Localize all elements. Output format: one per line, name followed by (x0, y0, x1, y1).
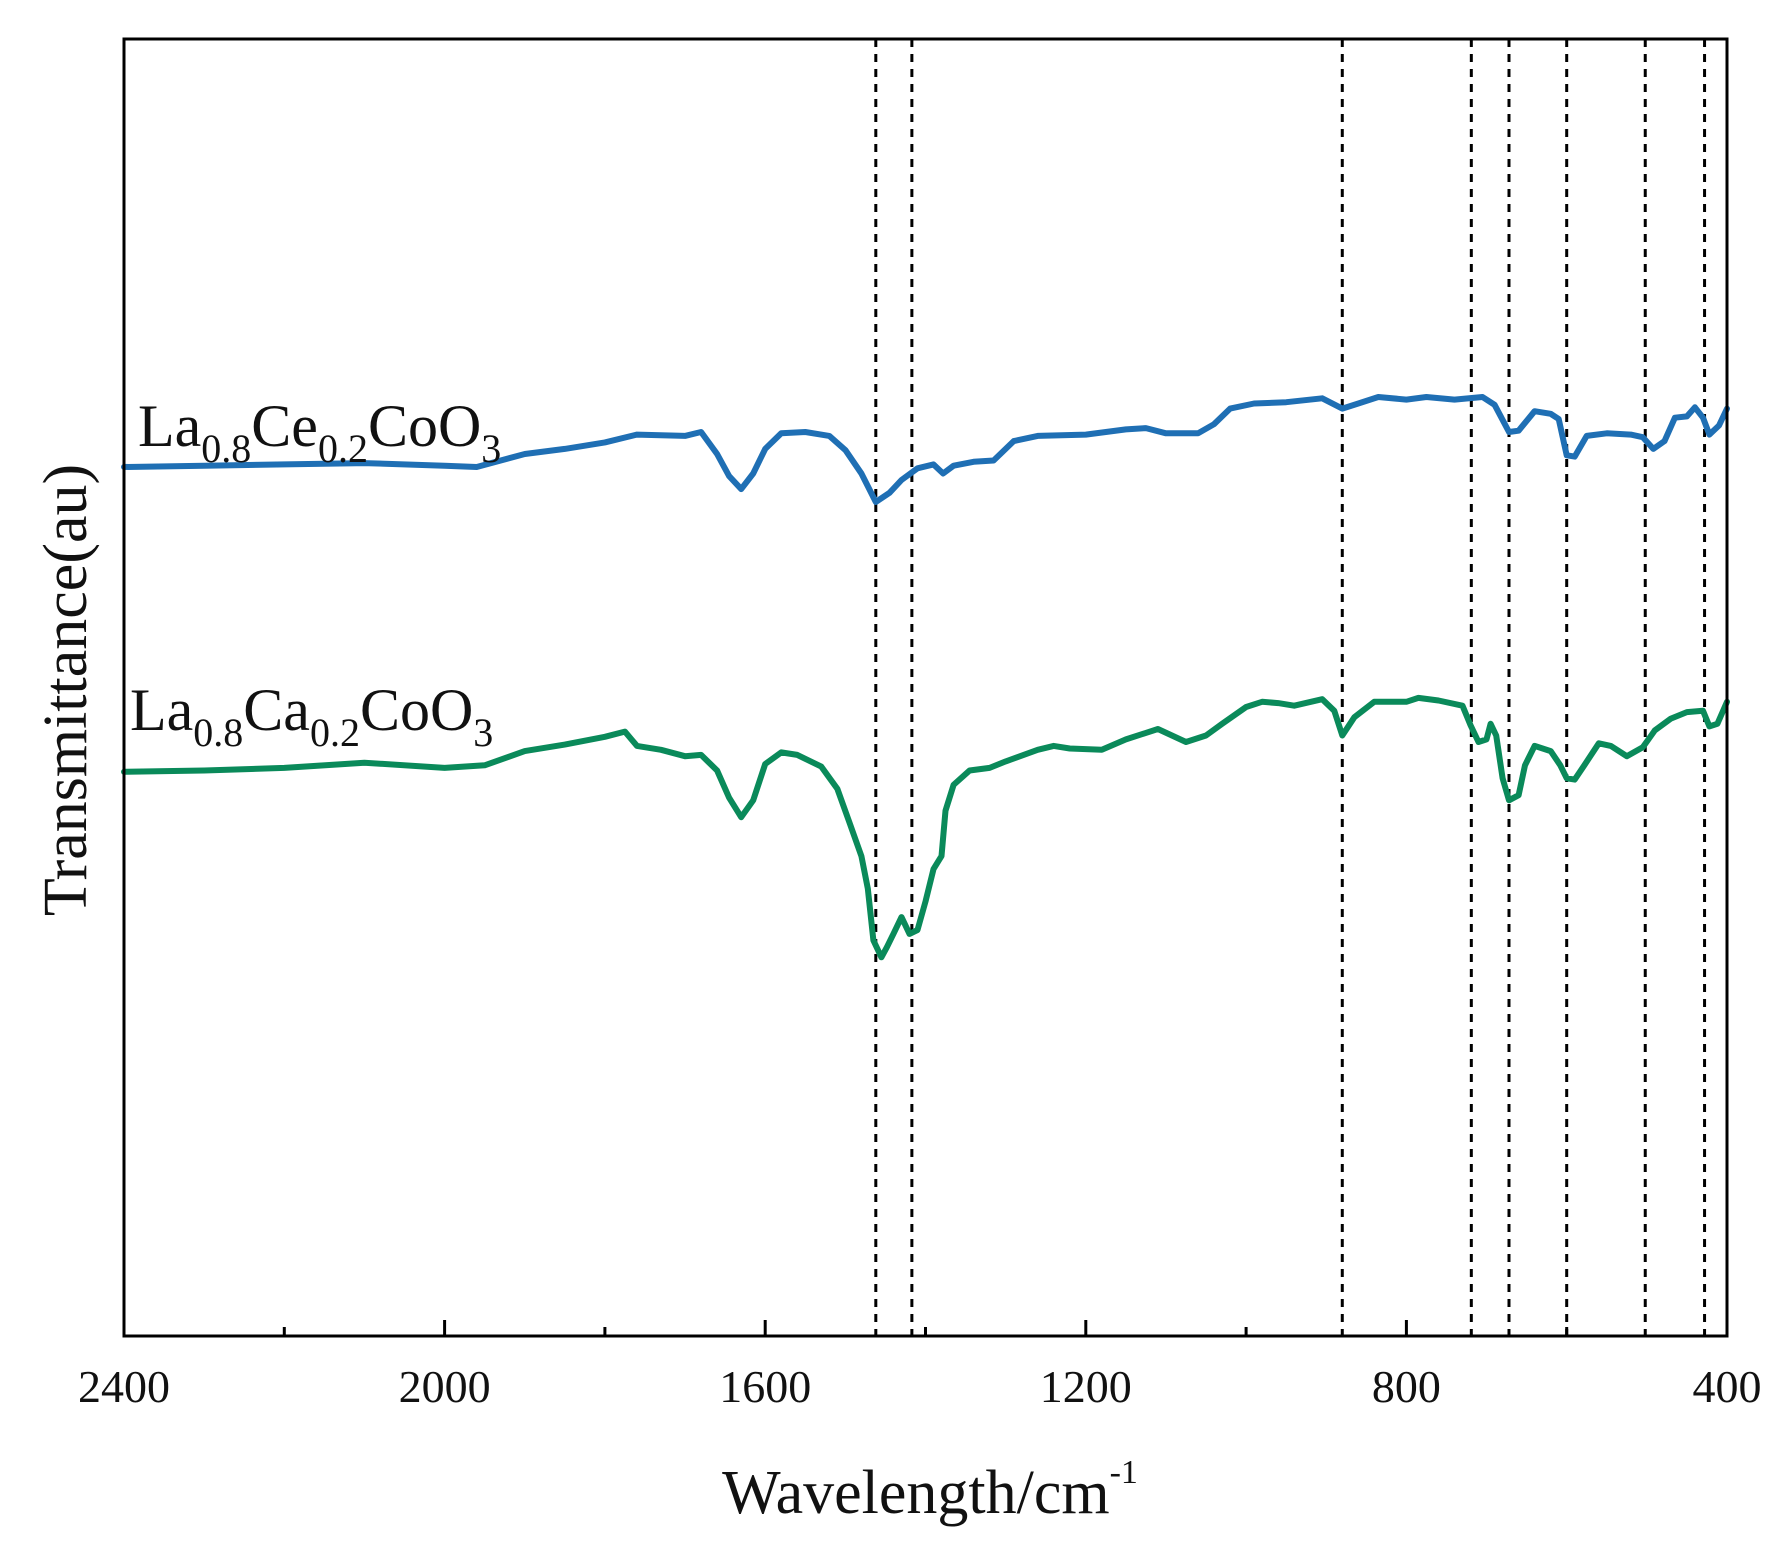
reference-lines (874, 39, 1707, 1336)
series-line-1 (121, 394, 1730, 505)
x-axis-ticks (122, 1320, 1729, 1336)
series-line-2 (121, 694, 1730, 961)
x-tick-label-2000: 2000 (399, 1361, 491, 1412)
y-axis-title: Transmittance(au) (32, 464, 100, 916)
series-label-2-part-0: La (130, 677, 193, 743)
x-axis-tick-labels: 2400 2000 1600 1200 800 400 (78, 1361, 1762, 1412)
series-label-1-part-3: 0.2 (318, 426, 368, 471)
series-label-2-part-2: Ca (243, 677, 310, 743)
x-tick-label-800: 800 (1372, 1361, 1441, 1412)
series-label-1-part-1: 0.8 (201, 426, 251, 471)
series-layer (121, 394, 1730, 961)
series-label-1-part-4: CoO (368, 393, 481, 459)
x-axis-title-superscript: -1 (1110, 1454, 1138, 1491)
x-tick-label-1600: 1600 (719, 1361, 811, 1412)
series-label-1-part-2: Ce (251, 393, 318, 459)
x-axis-title: Wavelength/cm-1 (722, 1454, 1138, 1527)
x-tick-label-1200: 1200 (1040, 1361, 1132, 1412)
series-label-2-part-4: CoO (360, 677, 473, 743)
series-label-2: La0.8Ca0.2CoO3 (130, 677, 493, 755)
x-axis-title-text: Wavelength/cm (722, 1459, 1110, 1527)
series-label-1-part-0: La (138, 393, 201, 459)
series-label-2-part-3: 0.2 (310, 710, 360, 755)
series-label-2-part-1: 0.8 (193, 710, 243, 755)
series-label-1-part-5: 3 (481, 426, 501, 471)
x-tick-label-400: 400 (1693, 1361, 1762, 1412)
series-label-2-part-5: 3 (473, 710, 493, 755)
series-label-1: La0.8Ce0.2CoO3 (138, 393, 501, 471)
x-tick-label-2400: 2400 (78, 1361, 170, 1412)
